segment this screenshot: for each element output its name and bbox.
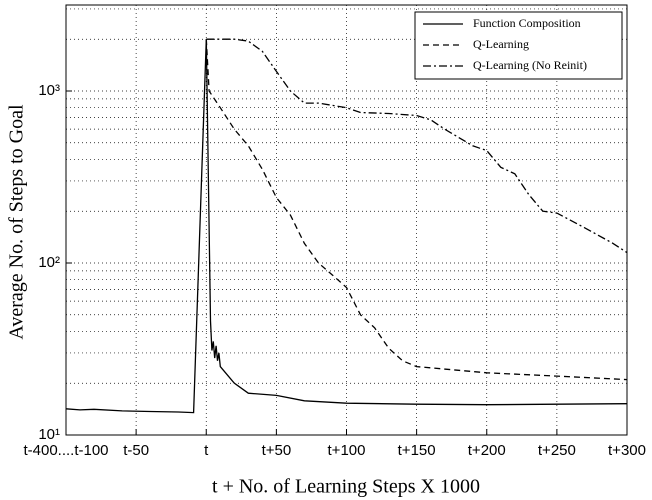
x-tick-label: t+200 [468, 442, 506, 459]
plot-frame [65, 4, 628, 436]
line-series [65, 39, 628, 414]
y-axis-title: Average No. of Steps to Goal [6, 104, 28, 340]
line-series [206, 38, 628, 254]
x-axis-title: t + No. of Learning Steps X 1000 [212, 476, 480, 498]
x-tick-label: t+50 [262, 442, 292, 459]
x-tick-label: t [204, 442, 209, 459]
x-tick-label: t+300 [608, 442, 646, 459]
legend-label: Q-Learning [473, 37, 529, 51]
y-tick-label: 10³ [38, 82, 60, 99]
x-tick-label: t+250 [538, 442, 576, 459]
y-tick-label: 10² [38, 254, 60, 271]
x-tick-label: t+150 [398, 442, 436, 459]
x-tick-label: t+100 [328, 442, 366, 459]
y-tick-label: 10¹ [38, 426, 60, 443]
x-tick-label: t-400....t-100 [23, 442, 108, 459]
line-series [205, 39, 628, 381]
legend-box [414, 11, 623, 80]
legend-label: Q-Learning (No Reinit) [473, 58, 587, 72]
legend-label: Function Composition [473, 16, 581, 30]
x-tick-label: t-50 [123, 442, 149, 459]
